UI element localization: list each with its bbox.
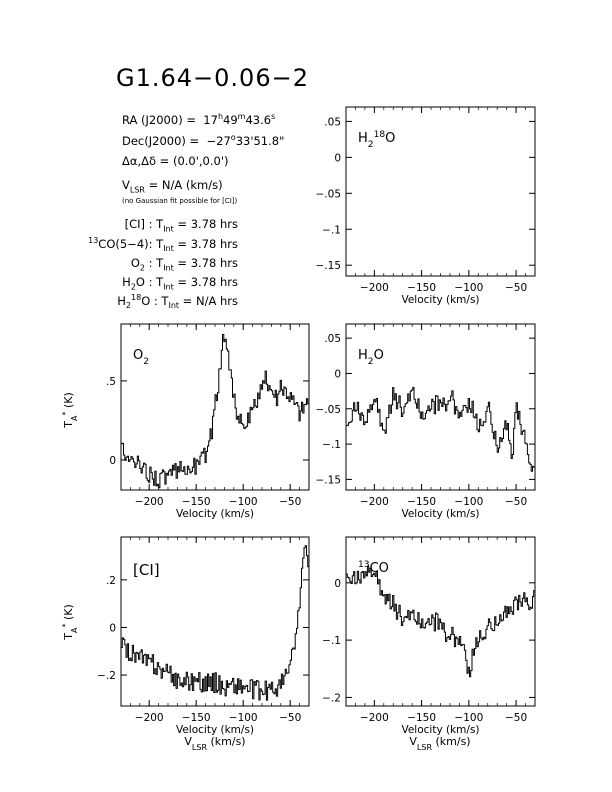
x-axis-label: Velocity (km/s) (176, 508, 254, 520)
integration-row: [CI] : TInt = 3.78 hrs (124, 217, 238, 234)
spectrum-line-13co-5-4 (346, 565, 536, 678)
x-tick-label: −100 (454, 496, 483, 508)
y-tick-label: 0 (334, 578, 341, 590)
offset-value: (0.0',0.0') (172, 154, 229, 168)
panel-h2o: −200 −150 −100 −50 .05 0 −.05 −.1 −.15 Velocity (… (316, 323, 536, 520)
y-tick-label: 0 (334, 152, 341, 164)
fit-note: (no Gaussian fit possible for [CI]) (122, 197, 238, 205)
x-tick-label: −200 (360, 712, 389, 724)
y-tick-label: 0 (334, 368, 341, 380)
x-tick-label: −100 (454, 712, 483, 724)
panel-label: H2O (358, 348, 384, 367)
x-tick-label: −50 (279, 712, 301, 724)
ra-label: RA (J2000) = (122, 112, 196, 127)
dec-value: −27o33'51.8" (206, 133, 285, 148)
y-tick-label: −.05 (316, 404, 342, 416)
vlsr-axis-label-left: VLSR (km/s) (184, 735, 245, 752)
x-tick-label: −50 (279, 496, 301, 508)
y-tick-label: −.1 (322, 635, 341, 647)
vlsr-value: = N/A (km/s) (148, 178, 223, 192)
vlsr-label: VLSR (122, 178, 145, 195)
y-tick-label: −.1 (322, 439, 341, 451)
panel-label: O2 (133, 348, 149, 367)
x-tick-label: −50 (505, 712, 527, 724)
integration-time: 3.78 hrs (190, 256, 238, 270)
y-tick-label: 0 (109, 622, 116, 634)
x-tick-label: −150 (182, 496, 211, 508)
integration-time: 3.78 hrs (190, 236, 238, 251)
offset-label: Δα,Δδ = (122, 154, 173, 168)
x-axis-label: Velocity (km/s) (401, 508, 479, 520)
y-tick-label: .2 (106, 575, 116, 587)
x-tick-label: −50 (505, 496, 527, 508)
x-tick-label: −200 (135, 712, 164, 724)
panel-label: 13CO (358, 560, 389, 576)
vlsr-axis-label-right: VLSR (km/s) (409, 735, 470, 752)
x-axis-label: Velocity (km/s) (401, 294, 479, 306)
integration-time: 3.78 hrs (190, 217, 238, 231)
integration-row: H2O : TInt = 3.78 hrs (122, 275, 238, 292)
spectrum-line-ci (121, 545, 310, 701)
x-tick-label: −200 (360, 282, 389, 294)
ra-line: RA (J2000) = 17h49m43.6s (122, 112, 275, 127)
x-tick-label: −200 (135, 496, 164, 508)
integration-row: O2 : TInt = 3.78 hrs (130, 256, 238, 273)
y-tick-label: .05 (324, 116, 341, 128)
y-tick-label: −.15 (316, 474, 342, 486)
y-tick-label: .05 (324, 333, 341, 345)
y-tick-label: −.05 (316, 188, 342, 200)
panel-h2-18o: −200 −150 −100 −50 .05 0 −.05 −.1 −.15 Velocity (… (316, 106, 536, 306)
offset-line: Δα,Δδ = (0.0',0.0') (122, 154, 228, 168)
y-tick-label: −.15 (316, 260, 342, 272)
integration-time: 3.78 hrs (190, 275, 238, 289)
panel-label: H218O (358, 130, 395, 150)
x-tick-label: −50 (505, 282, 527, 294)
spectrum-line-h2o (346, 386, 536, 472)
x-tick-label: −150 (407, 282, 436, 294)
x-tick-label: −150 (182, 712, 211, 724)
y-tick-label: −.1 (322, 224, 341, 236)
x-tick-label: −100 (229, 496, 258, 508)
dec-line: Dec(J2000) = −27o33'51.8" (122, 133, 284, 148)
vlsr-line: VLSR = N/A (km/s) (122, 178, 223, 194)
page-title: G1.64−0.06−2 (116, 64, 309, 92)
y-tick-label: 0 (109, 455, 116, 467)
x-tick-label: −150 (407, 496, 436, 508)
panel-label: [CI] (133, 561, 160, 579)
spectrum-line-o2 (121, 334, 310, 489)
dec-label: Dec(J2000) = (122, 133, 200, 148)
integration-row: H218O : TInt = N/A hrs (117, 293, 238, 311)
panel-ci: −200 −150 −100 −50 .2 0 −.2 Velocity (km/s) [CI] (97, 536, 310, 736)
x-tick-label: −200 (360, 496, 389, 508)
ra-value: 17h49m43.6s (203, 112, 276, 127)
y-tick-label: −.2 (322, 692, 341, 704)
x-axis-label: Velocity (km/s) (401, 724, 479, 736)
y-axis-label-ci: TA* (K) (61, 604, 79, 641)
y-axis-label-o2: TA* (K) (61, 392, 79, 429)
x-tick-label: −150 (407, 712, 436, 724)
integration-time: N/A hrs (195, 293, 238, 308)
panel-13co-5-4: −200 −150 −100 −50 0 −.1 −.2 Velocity (km/s) 13C… (322, 536, 536, 736)
y-tick-label: .5 (106, 376, 116, 388)
integration-row: 13CO(5−4): TInt = 3.78 hrs (88, 236, 238, 254)
x-axis-label: Velocity (km/s) (176, 724, 254, 736)
x-tick-label: −100 (454, 282, 483, 294)
y-tick-label: −.2 (97, 670, 116, 682)
x-tick-label: −100 (229, 712, 258, 724)
panel-o2: −200 −150 −100 −50 0 .5 Velocity (km/s) O2 (106, 323, 310, 520)
